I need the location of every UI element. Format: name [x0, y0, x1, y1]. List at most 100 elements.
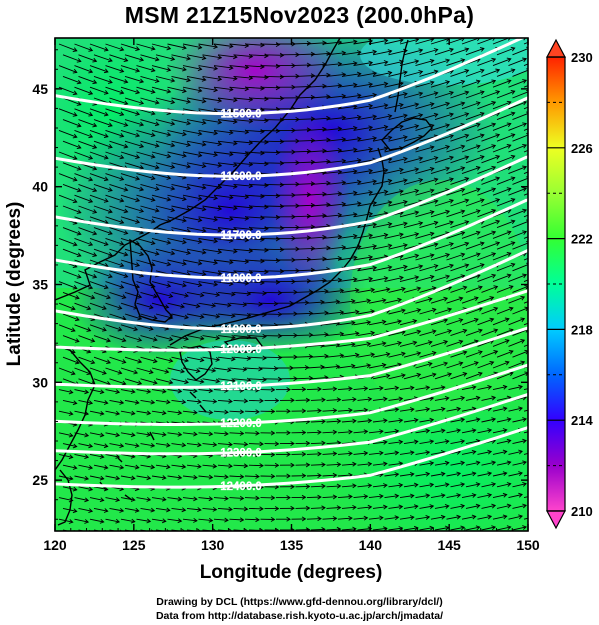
wind-vector-head — [213, 238, 219, 244]
wind-vector — [419, 200, 438, 207]
wind-vector — [120, 281, 140, 288]
wind-vector-head — [224, 409, 229, 415]
wind-vector — [430, 451, 445, 455]
wind-vector — [496, 440, 511, 445]
wind-vector — [450, 505, 465, 509]
wind-vector-head — [184, 336, 189, 341]
wind-vector-head — [353, 82, 358, 88]
wind-vector-head — [107, 144, 113, 149]
wind-vector-head — [134, 507, 140, 513]
wind-vector-head — [353, 125, 358, 131]
wind-vector-head — [425, 428, 431, 434]
wind-vector — [167, 518, 182, 522]
wind-vector — [481, 418, 496, 423]
wind-vector-head — [383, 232, 389, 238]
wind-vector — [229, 65, 249, 68]
wind-vector-head — [368, 103, 374, 109]
wind-vector-head — [166, 464, 171, 470]
wind-vector-head — [536, 318, 540, 322]
wind-vector — [384, 82, 404, 88]
wind-vector — [508, 494, 523, 499]
wind-vector — [337, 148, 357, 153]
wind-vector — [260, 367, 278, 370]
wind-vector-head — [130, 518, 136, 524]
wind-vector — [326, 160, 346, 164]
wind-vector-head — [449, 90, 454, 96]
wind-vector — [202, 248, 222, 253]
wind-vector — [167, 281, 187, 287]
wind-vector-head — [239, 495, 245, 501]
wind-vector — [229, 86, 249, 90]
wind-vector — [89, 173, 109, 181]
wind-vector — [291, 280, 311, 283]
wind-vector — [89, 410, 104, 415]
wind-vector-head — [440, 471, 446, 477]
wind-vector-head — [103, 284, 109, 290]
wind-vector-head — [279, 117, 285, 123]
wind-vector — [140, 378, 158, 384]
wind-vector-head — [154, 99, 160, 105]
wind-vector-head — [76, 187, 82, 193]
wind-vector-head — [228, 528, 233, 531]
wind-vector-head — [231, 378, 236, 383]
wind-vector-head — [154, 78, 160, 83]
wind-vector-head — [170, 121, 176, 126]
wind-vector-head — [366, 320, 372, 325]
wind-vector — [93, 507, 108, 512]
wind-vector-head — [154, 56, 160, 62]
wind-vector — [136, 324, 154, 330]
wind-vector-head — [213, 260, 219, 266]
wind-vector — [341, 159, 361, 164]
wind-vector — [322, 496, 337, 499]
wind-vector — [248, 205, 269, 208]
wind-vector-head — [510, 68, 516, 73]
colorbar-tick-label: 230 — [571, 50, 593, 65]
wind-vector-head — [229, 130, 234, 135]
wind-vector — [213, 410, 229, 413]
wind-vector — [450, 264, 469, 272]
wind-vector-head — [135, 67, 141, 73]
coastline-shikoku — [223, 337, 264, 353]
wind-vector — [357, 506, 372, 509]
wind-vector — [326, 354, 344, 358]
wind-vector-head — [317, 451, 322, 457]
wind-vector-head — [449, 242, 454, 247]
wind-vector — [151, 302, 169, 308]
wind-vector-head — [506, 503, 512, 509]
wind-vector-head — [246, 377, 252, 383]
wind-vector-head — [487, 428, 493, 433]
wind-vector — [186, 313, 204, 318]
wind-vector — [213, 302, 231, 306]
wind-vector-head — [182, 196, 187, 202]
wind-vector — [384, 125, 404, 131]
wind-vector-head — [119, 464, 125, 470]
wind-vector — [353, 278, 373, 283]
wind-vector — [186, 507, 201, 511]
wind-vector — [523, 322, 528, 326]
wind-vector — [260, 86, 280, 89]
wind-vector-head — [262, 312, 267, 318]
wind-vector — [74, 43, 93, 52]
wind-vector — [109, 270, 128, 278]
wind-vector-head — [372, 114, 378, 120]
wind-vector — [465, 47, 485, 56]
wind-vector — [109, 119, 128, 126]
wind-vector-head — [164, 304, 170, 310]
wind-vector-head — [372, 71, 378, 77]
contour-label: 12100.0 — [220, 381, 262, 393]
wind-vector — [202, 162, 222, 167]
wind-vector-head — [146, 518, 152, 524]
wind-vector-head — [506, 187, 512, 192]
wind-vector — [512, 526, 527, 531]
wind-vector — [136, 237, 155, 245]
wind-vector-head — [522, 57, 528, 63]
wind-vector-head — [534, 515, 538, 519]
wind-vector-head — [412, 318, 418, 324]
wind-vector — [120, 324, 138, 331]
wind-vector — [233, 140, 253, 144]
wind-vector-head — [440, 385, 446, 391]
wind-vector-head — [84, 389, 90, 395]
wind-vector-head — [538, 166, 542, 170]
wind-vector — [140, 119, 159, 126]
wind-vector-head — [506, 122, 512, 128]
